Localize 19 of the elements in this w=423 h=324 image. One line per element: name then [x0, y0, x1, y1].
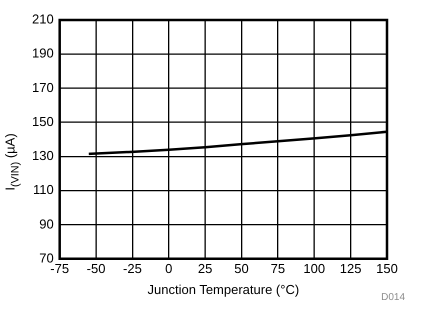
y-tick-label: 210	[32, 12, 54, 27]
x-axis-title: Junction Temperature (°C)	[148, 282, 300, 297]
y-tick-label: 90	[39, 216, 54, 232]
text: D014	[381, 292, 405, 303]
x-tick-label: 75	[270, 261, 286, 276]
x-tick-label: 50	[234, 261, 249, 276]
x-tick-label: -25	[123, 261, 142, 276]
x-tick-label: 125	[340, 261, 362, 276]
x-tick-label: 0	[165, 261, 172, 276]
x-tick-label: 100	[303, 261, 326, 276]
y-tick-label: 70	[39, 250, 54, 266]
y-tick-label: 130	[32, 148, 54, 164]
y-tick-label: 170	[32, 80, 54, 95]
x-tick-label: -50	[86, 261, 106, 276]
y-tick-label: 190	[32, 46, 54, 61]
x-tick-label: 25	[198, 261, 212, 276]
y-tick-label: 150	[32, 114, 54, 129]
y-tick-label: 110	[32, 182, 54, 198]
x-tick-label: 150	[376, 261, 398, 276]
